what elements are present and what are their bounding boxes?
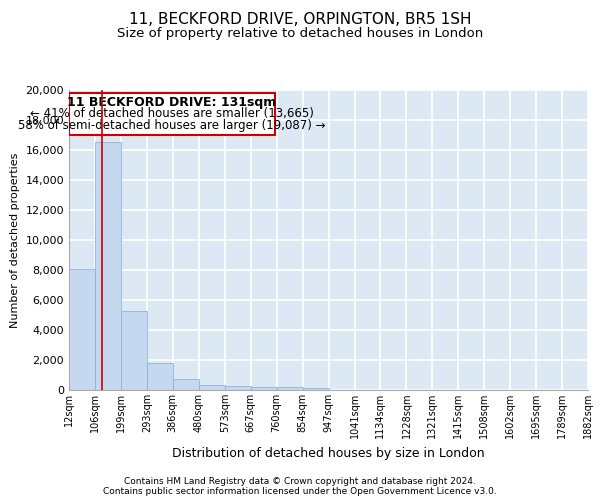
- Bar: [95, 142, 121, 390]
- Bar: [199, 385, 224, 390]
- Bar: [251, 386, 277, 390]
- X-axis label: Distribution of detached houses by size in London: Distribution of detached houses by size …: [172, 446, 485, 460]
- Bar: [224, 386, 251, 390]
- Text: ← 41% of detached houses are smaller (13,665): ← 41% of detached houses are smaller (13…: [30, 108, 314, 120]
- Bar: [277, 387, 302, 390]
- Text: 11, BECKFORD DRIVE, ORPINGTON, BR5 1SH: 11, BECKFORD DRIVE, ORPINGTON, BR5 1SH: [129, 12, 471, 28]
- Bar: [121, 310, 147, 390]
- Bar: [173, 379, 199, 390]
- Text: Size of property relative to detached houses in London: Size of property relative to detached ho…: [117, 28, 483, 40]
- Bar: [69, 93, 275, 135]
- Text: 58% of semi-detached houses are larger (19,087) →: 58% of semi-detached houses are larger (…: [18, 120, 326, 132]
- Text: Contains public sector information licensed under the Open Government Licence v3: Contains public sector information licen…: [103, 487, 497, 496]
- Bar: [147, 363, 173, 390]
- Bar: [69, 268, 95, 390]
- Y-axis label: Number of detached properties: Number of detached properties: [10, 152, 20, 328]
- Text: 11 BECKFORD DRIVE: 131sqm: 11 BECKFORD DRIVE: 131sqm: [67, 96, 277, 108]
- Text: Contains HM Land Registry data © Crown copyright and database right 2024.: Contains HM Land Registry data © Crown c…: [124, 477, 476, 486]
- Bar: [302, 388, 329, 390]
